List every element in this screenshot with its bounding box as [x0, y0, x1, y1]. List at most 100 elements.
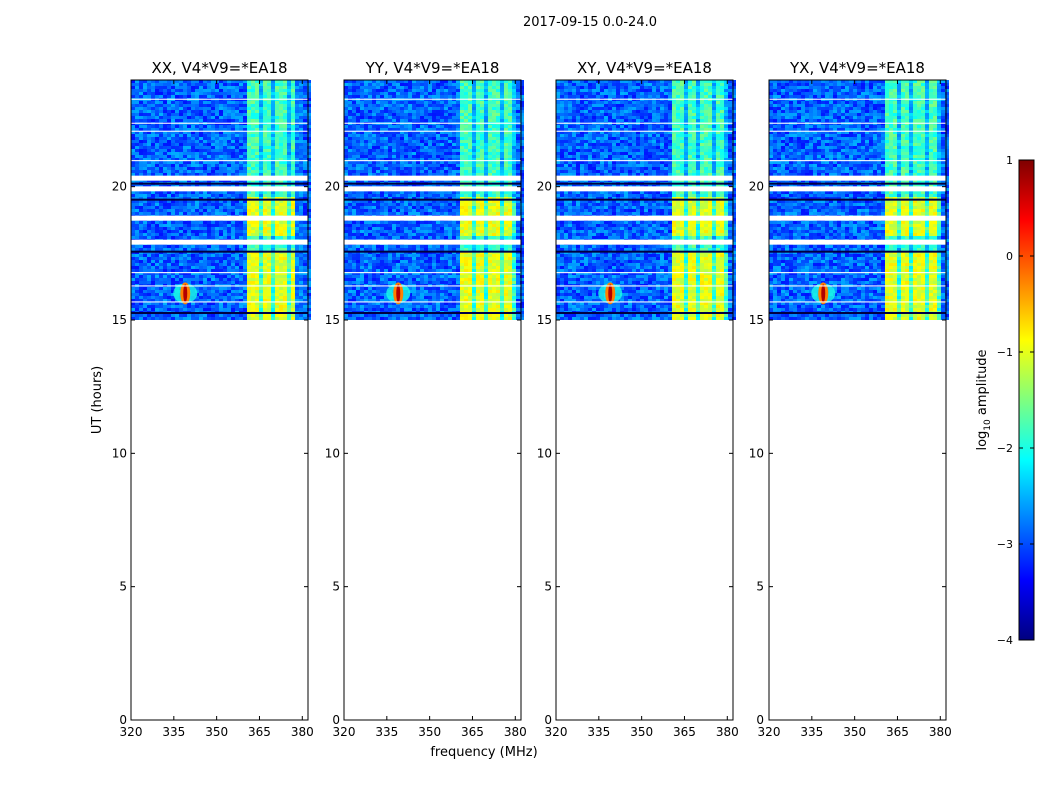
- heatmap-cell: [283, 227, 287, 230]
- heatmap-cell: [167, 146, 171, 149]
- heatmap-cell: [147, 236, 151, 239]
- heatmap-cell: [251, 92, 255, 95]
- heatmap-cell: [287, 95, 291, 98]
- heatmap-cell: [364, 149, 368, 152]
- heatmap-cell: [167, 116, 171, 119]
- heatmap-cell: [187, 89, 191, 92]
- heatmap-cell: [219, 164, 223, 167]
- heatmap-cell: [223, 224, 227, 227]
- heatmap-cell: [207, 125, 211, 128]
- heatmap-cell: [468, 80, 472, 83]
- heatmap-cell: [303, 89, 307, 92]
- heatmap-cell: [496, 107, 500, 110]
- heatmap-cell: [207, 140, 211, 143]
- heatmap-cell: [231, 290, 235, 293]
- heatmap-cell: [251, 200, 255, 203]
- heatmap-cell: [283, 299, 287, 302]
- heatmap-cell: [392, 152, 396, 155]
- heatmap-cell: [299, 134, 303, 137]
- heatmap-cell: [496, 155, 500, 158]
- heatmap-cell: [279, 107, 283, 110]
- heatmap-cell: [239, 287, 243, 290]
- heatmap-cell: [352, 83, 356, 86]
- heatmap-cell: [480, 116, 484, 119]
- heatmap-cell: [468, 143, 472, 146]
- heatmap-cell: [199, 212, 203, 215]
- heatmap-cell: [155, 203, 159, 206]
- heatmap-cell: [295, 191, 299, 194]
- heatmap-cell: [171, 119, 175, 122]
- heatmap-cell: [255, 119, 259, 122]
- heatmap-cell: [271, 86, 275, 89]
- heatmap-cell: [139, 194, 143, 197]
- heatmap-cell: [171, 254, 175, 257]
- heatmap-cell: [472, 146, 476, 149]
- heatmap-cell: [516, 164, 520, 167]
- heatmap-cell: [175, 194, 179, 197]
- heatmap-cell: [287, 293, 291, 296]
- heatmap-cell: [259, 260, 263, 263]
- heatmap-cell: [472, 101, 476, 104]
- heatmap-cell: [460, 113, 464, 116]
- heatmap-cell: [167, 110, 171, 113]
- heatmap-cell: [227, 107, 231, 110]
- heatmap-cell: [171, 308, 175, 311]
- heatmap-cell: [179, 107, 183, 110]
- heatmap-cell: [271, 101, 275, 104]
- heatmap-cell: [251, 281, 255, 284]
- heatmap-cell: [179, 104, 183, 107]
- heatmap-cell: [372, 116, 376, 119]
- heatmap-cell: [488, 140, 492, 143]
- heatmap-cell: [231, 80, 235, 83]
- heatmap-cell: [175, 161, 179, 164]
- heatmap-cell: [424, 83, 428, 86]
- heatmap-cell: [219, 263, 223, 266]
- heatmap-cell: [484, 83, 488, 86]
- heatmap-cell: [207, 248, 211, 251]
- heatmap-cell: [392, 155, 396, 158]
- heatmap-cell: [436, 119, 440, 122]
- heatmap-cell: [299, 212, 303, 215]
- heatmap-cell: [295, 167, 299, 170]
- heatmap-cell: [131, 281, 135, 284]
- heatmap-cell: [303, 125, 307, 128]
- heatmap-cell: [384, 110, 388, 113]
- heatmap-cell: [496, 113, 500, 116]
- heatmap-cell: [307, 221, 311, 224]
- heatmap-cell: [211, 83, 215, 86]
- heatmap-cell: [231, 131, 235, 134]
- heatmap-cell: [155, 146, 159, 149]
- heatmap-cell: [356, 128, 360, 131]
- heatmap-cell: [400, 140, 404, 143]
- heatmap-cell: [295, 236, 299, 239]
- heatmap-cell: [139, 143, 143, 146]
- heatmap-cell: [187, 230, 191, 233]
- heatmap-cell: [428, 158, 432, 161]
- heatmap-cell: [227, 203, 231, 206]
- heatmap-cell: [199, 314, 203, 317]
- heatmap-cell: [476, 86, 480, 89]
- heatmap-cell: [163, 308, 167, 311]
- heatmap-cell: [227, 248, 231, 251]
- heatmap-cell: [187, 209, 191, 212]
- heatmap-cell: [512, 158, 516, 161]
- heatmap-cell: [191, 140, 195, 143]
- heatmap-cell: [151, 170, 155, 173]
- heatmap-cell: [243, 155, 247, 158]
- heatmap-cell: [344, 110, 348, 113]
- heatmap-cell: [496, 116, 500, 119]
- heatmap-cell: [488, 152, 492, 155]
- heatmap-cell: [151, 137, 155, 140]
- heatmap-cell: [235, 89, 239, 92]
- flagged-row: [131, 239, 308, 245]
- heatmap-cell: [199, 299, 203, 302]
- heatmap-cell: [279, 278, 283, 281]
- heatmap-cell: [231, 149, 235, 152]
- heatmap-cell: [239, 278, 243, 281]
- heatmap-cell: [267, 299, 271, 302]
- heatmap-cell: [516, 113, 520, 116]
- heatmap-cell: [183, 107, 187, 110]
- heatmap-cell: [468, 101, 472, 104]
- heatmap-cell: [508, 152, 512, 155]
- heatmap-cell: [424, 146, 428, 149]
